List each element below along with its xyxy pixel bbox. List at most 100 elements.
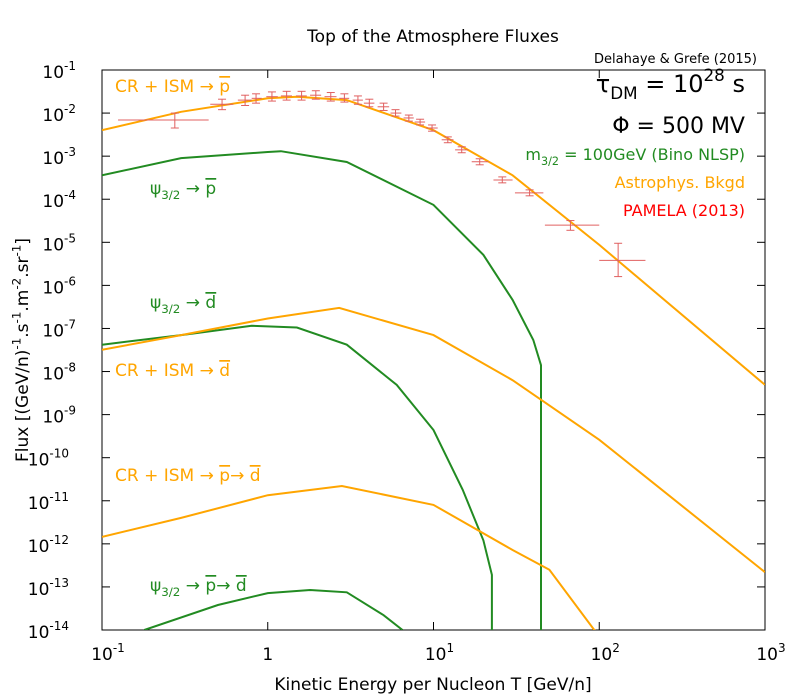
text-part: DM xyxy=(610,83,637,103)
text-part: τ xyxy=(596,70,610,98)
tick-base: 10 xyxy=(42,63,64,83)
text-part: CR + ISM → xyxy=(115,77,219,97)
text-part: d xyxy=(250,466,261,486)
tick-exp: -13 xyxy=(49,576,69,590)
text-part: PAMELA (2013) xyxy=(623,201,745,220)
tick-exp: -1 xyxy=(113,641,125,655)
tick-label: 10-6 xyxy=(42,274,76,298)
tick-exp: -10 xyxy=(49,447,69,461)
tick-label: 10-2 xyxy=(42,102,76,126)
tick-base: 10 xyxy=(91,645,113,665)
tick-label: 10-1 xyxy=(91,641,125,665)
text-part: 3/2 xyxy=(161,188,180,202)
annotation: m3/2 = 100GeV (Bino NLSP) xyxy=(525,145,745,168)
text-part: -1 xyxy=(9,245,23,257)
tick-label: 10-10 xyxy=(28,447,69,471)
curve-label: ψ3/2 → d xyxy=(150,293,216,316)
text-part: -2 xyxy=(9,278,23,290)
text-part: → xyxy=(180,293,205,313)
chart-title: Top of the Atmosphere Fluxes xyxy=(306,27,559,47)
tick-label: 10-9 xyxy=(42,404,76,428)
tick-label: 10-4 xyxy=(42,188,76,212)
annotation: Astrophys. Bkgd xyxy=(615,173,745,192)
text-part: → xyxy=(180,576,205,596)
tick-label: 10-12 xyxy=(28,533,69,557)
curve xyxy=(102,306,765,573)
text-part: -1 xyxy=(9,312,23,324)
curve xyxy=(143,588,404,630)
text-part: d xyxy=(205,293,216,313)
text-part: s xyxy=(725,70,745,98)
text-part: p xyxy=(205,576,216,596)
tick-label: 10-7 xyxy=(42,317,76,341)
tick-base: 10 xyxy=(28,623,50,643)
tick-exp: -7 xyxy=(64,317,76,331)
text-part: ψ xyxy=(150,293,161,313)
tick-exp: -4 xyxy=(64,188,76,202)
tick-base: 10 xyxy=(28,580,50,600)
tick-base: 1 xyxy=(262,645,273,665)
text-part: CR + ISM → xyxy=(115,466,219,486)
tick-label: 103 xyxy=(756,641,785,665)
text-part: Astrophys. Bkgd xyxy=(615,173,745,192)
tick-label: 101 xyxy=(425,641,454,665)
plot-area xyxy=(102,90,765,630)
text-part: Φ = 500 MV xyxy=(612,114,745,139)
curve-label: CR + ISM → d xyxy=(115,361,230,381)
text-part: .sr xyxy=(13,257,33,278)
tick-exp: -5 xyxy=(64,231,76,245)
tick-exp: -3 xyxy=(64,145,76,159)
tick-base: 10 xyxy=(28,494,50,514)
text-part: .m xyxy=(13,290,33,312)
tick-base: 10 xyxy=(42,365,64,385)
text-part: d xyxy=(236,576,247,596)
tick-label: 10-11 xyxy=(28,490,69,514)
tick-exp: -1 xyxy=(64,59,76,73)
text-part: p xyxy=(219,466,230,486)
tick-exp: -6 xyxy=(64,274,76,288)
tick-base: 10 xyxy=(42,149,64,169)
curve-label: ψ3/2 → p→ d xyxy=(150,576,247,599)
text-part: → xyxy=(216,576,236,596)
text-part: ψ xyxy=(150,576,161,596)
tick-label: 10-5 xyxy=(42,231,76,255)
tick-exp: -14 xyxy=(49,619,69,633)
tick-label: 10-13 xyxy=(28,576,69,600)
text-part: 3/2 xyxy=(541,155,559,168)
tick-base: 10 xyxy=(42,192,64,212)
tick-exp: -12 xyxy=(49,533,69,547)
tick-label: 1 xyxy=(262,645,273,665)
tick-exp: 2 xyxy=(612,641,620,655)
tick-base: 10 xyxy=(42,106,64,126)
text-part: = 10 xyxy=(638,70,704,98)
curve xyxy=(102,324,493,630)
tick-label: 102 xyxy=(591,641,620,665)
tick-base: 10 xyxy=(28,537,50,557)
tick-label: 10-3 xyxy=(42,145,76,169)
tick-label: 10-1 xyxy=(42,59,76,83)
x-axis-label: Kinetic Energy per Nucleon T [GeV/n] xyxy=(274,675,591,695)
text-part: Flux [(GeV/n) xyxy=(13,350,33,462)
tick-base: 10 xyxy=(42,278,64,298)
tick-label: 10-14 xyxy=(28,619,69,643)
text-part: → xyxy=(180,179,205,199)
text-part: 3/2 xyxy=(161,302,180,316)
tick-base: 10 xyxy=(28,451,50,471)
curve-label: ψ3/2 → p xyxy=(150,179,216,202)
tick-base: 10 xyxy=(42,408,64,428)
annotation: τDM = 1028 s xyxy=(596,65,745,103)
text-part: m xyxy=(525,145,541,164)
text-part: 28 xyxy=(704,65,725,85)
text-part: p xyxy=(205,179,216,199)
text-part: -1 xyxy=(9,338,23,350)
text-part: CR + ISM → xyxy=(115,361,219,381)
tick-label: 10-8 xyxy=(42,361,76,385)
curve-label: CR + ISM → p xyxy=(115,77,230,97)
text-part: .s xyxy=(13,323,33,337)
chart-subtitle: Delahaye & Grefe (2015) xyxy=(594,52,757,67)
text-part: = 100GeV (Bino NLSP) xyxy=(559,145,745,164)
tick-exp: 3 xyxy=(778,641,786,655)
tick-base: 10 xyxy=(756,645,778,665)
